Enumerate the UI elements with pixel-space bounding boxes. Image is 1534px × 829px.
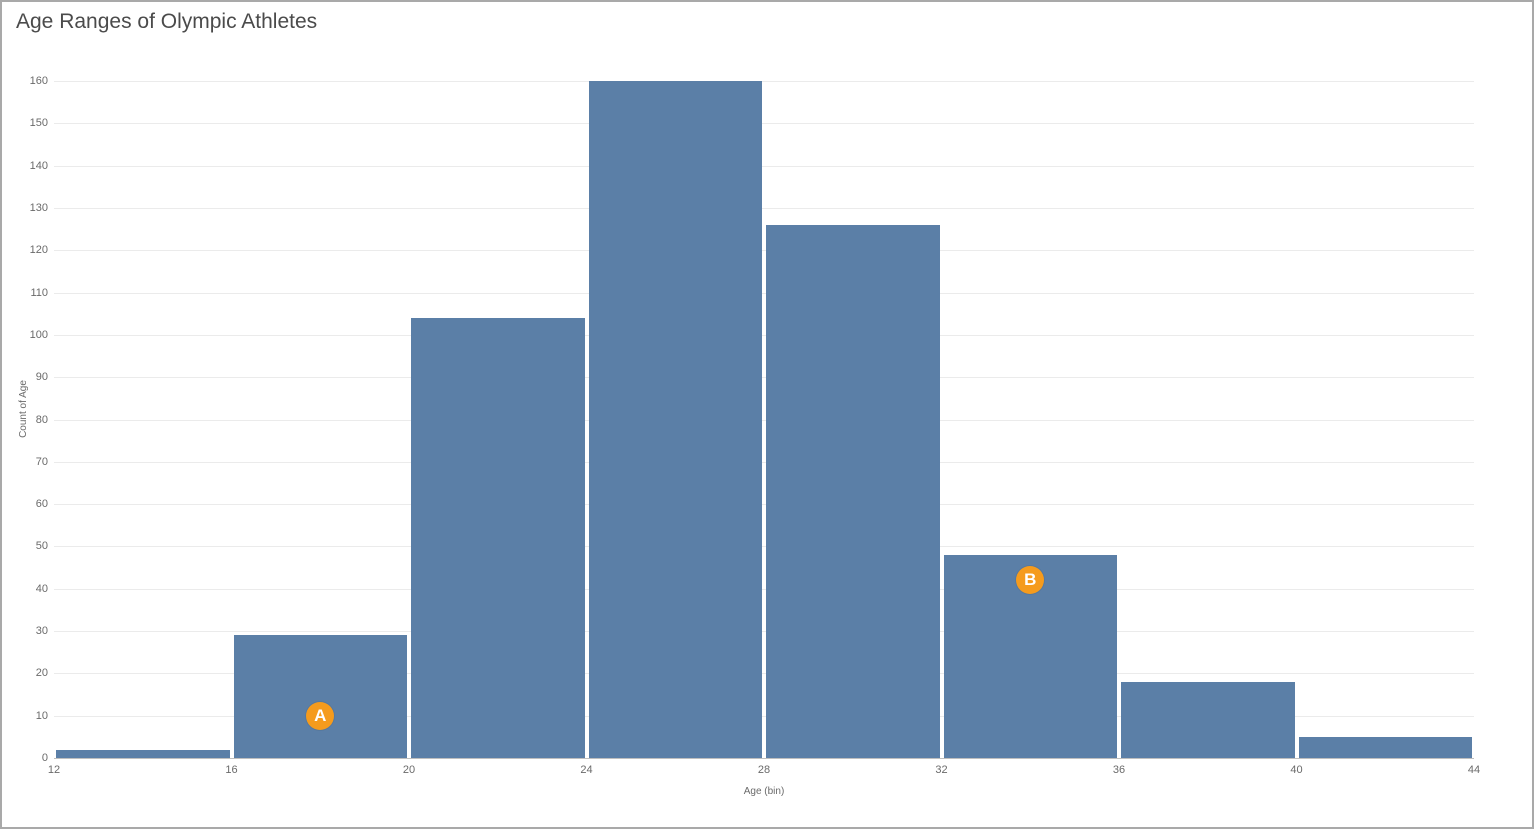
histogram-bar[interactable] bbox=[766, 225, 940, 758]
grid-line bbox=[54, 293, 1474, 294]
grid-line bbox=[54, 377, 1474, 378]
histogram-bar[interactable] bbox=[56, 750, 230, 758]
y-tick-label: 100 bbox=[30, 329, 54, 341]
y-tick-label: 40 bbox=[36, 583, 54, 595]
grid-line bbox=[54, 462, 1474, 463]
grid-line bbox=[54, 81, 1474, 82]
x-tick-label: 24 bbox=[580, 758, 592, 776]
y-tick-label: 30 bbox=[36, 625, 54, 637]
x-tick-label: 12 bbox=[48, 758, 60, 776]
y-tick-label: 140 bbox=[30, 160, 54, 172]
histogram-bar[interactable] bbox=[589, 81, 763, 758]
x-tick-label: 36 bbox=[1113, 758, 1125, 776]
y-tick-label: 120 bbox=[30, 244, 54, 256]
x-tick-label: 40 bbox=[1290, 758, 1302, 776]
chart-area: 0102030405060708090100110120130140150160… bbox=[2, 42, 1532, 802]
histogram-bar[interactable] bbox=[1121, 682, 1295, 758]
y-tick-label: 80 bbox=[36, 414, 54, 426]
grid-line bbox=[54, 250, 1474, 251]
grid-line bbox=[54, 166, 1474, 167]
chart-title: Age Ranges of Olympic Athletes bbox=[16, 10, 317, 34]
histogram-bar[interactable] bbox=[1299, 737, 1473, 758]
y-tick-label: 60 bbox=[36, 498, 54, 510]
x-tick-label: 28 bbox=[758, 758, 770, 776]
x-tick-label: 44 bbox=[1468, 758, 1480, 776]
x-tick-label: 16 bbox=[225, 758, 237, 776]
grid-line bbox=[54, 123, 1474, 124]
y-tick-label: 50 bbox=[36, 540, 54, 552]
plot-area: 0102030405060708090100110120130140150160… bbox=[54, 60, 1474, 758]
y-tick-label: 110 bbox=[30, 287, 54, 299]
y-tick-label: 90 bbox=[36, 371, 54, 383]
grid-line bbox=[54, 420, 1474, 421]
grid-line bbox=[54, 208, 1474, 209]
grid-line bbox=[54, 335, 1474, 336]
y-tick-label: 20 bbox=[36, 667, 54, 679]
y-tick-label: 150 bbox=[30, 117, 54, 129]
x-axis-title: Age (bin) bbox=[744, 786, 785, 797]
y-axis-title: Count of Age bbox=[18, 380, 29, 438]
annotation-marker-b[interactable]: B bbox=[1016, 566, 1044, 594]
grid-line bbox=[54, 589, 1474, 590]
x-tick-label: 20 bbox=[403, 758, 415, 776]
histogram-bar[interactable] bbox=[234, 635, 408, 758]
y-tick-label: 70 bbox=[36, 456, 54, 468]
grid-line bbox=[54, 546, 1474, 547]
x-tick-label: 32 bbox=[935, 758, 947, 776]
y-tick-label: 160 bbox=[30, 75, 54, 87]
annotation-marker-a[interactable]: A bbox=[306, 702, 334, 730]
grid-line bbox=[54, 631, 1474, 632]
grid-line bbox=[54, 504, 1474, 505]
chart-frame: Age Ranges of Olympic Athletes 010203040… bbox=[0, 0, 1534, 829]
histogram-bar[interactable] bbox=[411, 318, 585, 758]
y-tick-label: 130 bbox=[30, 202, 54, 214]
y-tick-label: 10 bbox=[36, 710, 54, 722]
